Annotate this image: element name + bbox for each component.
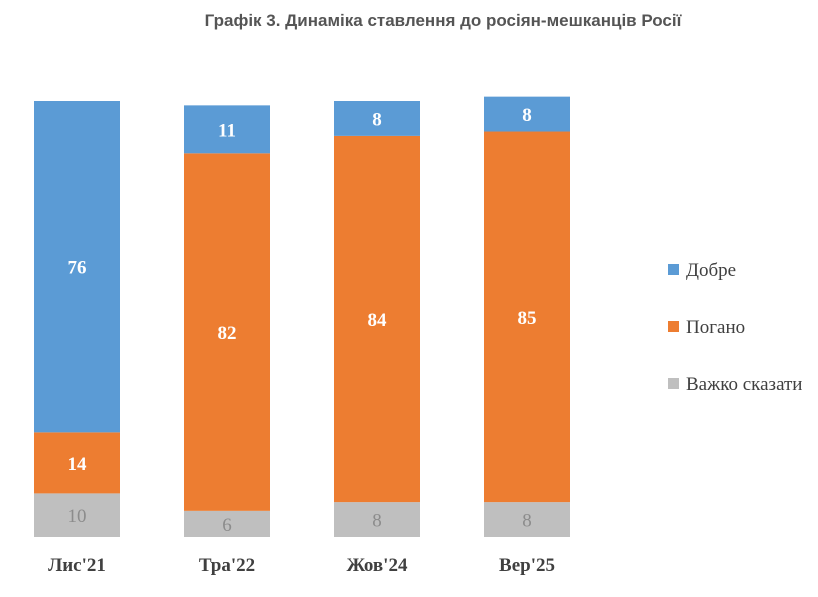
data-label-good-1: 11	[218, 120, 236, 141]
legend-swatch-good	[668, 264, 679, 275]
bar-bad-1	[184, 153, 270, 511]
bar-good-0	[34, 101, 120, 433]
legend-label-hard: Важко сказати	[686, 374, 802, 395]
bar-bad-2	[334, 135, 420, 503]
data-label-bad-1: 82	[218, 323, 237, 344]
data-label-hard-1: 6	[222, 515, 232, 536]
bar-bad-3	[484, 131, 570, 503]
legend-swatch-hard	[668, 378, 679, 389]
bar-good-1	[184, 105, 270, 154]
bar-good-3	[484, 96, 570, 132]
bar-good-2	[334, 101, 420, 136]
data-label-bad-2: 84	[368, 310, 388, 331]
bar-hard-2	[334, 502, 420, 537]
data-label-good-2: 8	[372, 109, 382, 130]
bar-hard-1	[184, 510, 270, 537]
legend-label-bad: Погано	[686, 317, 745, 338]
data-label-bad-0: 14	[68, 454, 88, 475]
x-tick-label-1: Тра'22	[199, 555, 255, 576]
legend-label-good: Добре	[686, 260, 736, 281]
bar-hard-3	[484, 502, 570, 537]
x-tick-label-2: Жов'24	[347, 555, 408, 576]
data-label-hard-0: 10	[68, 506, 87, 527]
data-label-good-3: 8	[522, 105, 532, 126]
bar-bad-0	[34, 432, 120, 494]
x-tick-label-3: Вер'25	[499, 555, 555, 576]
chart-title: Графік 3. Динаміка ставлення до росіян-м…	[204, 11, 682, 30]
data-label-hard-3: 8	[522, 511, 532, 532]
bar-hard-0	[34, 493, 120, 537]
data-label-bad-3: 85	[518, 308, 537, 329]
data-label-hard-2: 8	[372, 511, 382, 532]
legend-swatch-bad	[668, 321, 679, 332]
data-label-good-0: 76	[68, 258, 87, 279]
x-tick-label-0: Лис'21	[48, 555, 106, 576]
